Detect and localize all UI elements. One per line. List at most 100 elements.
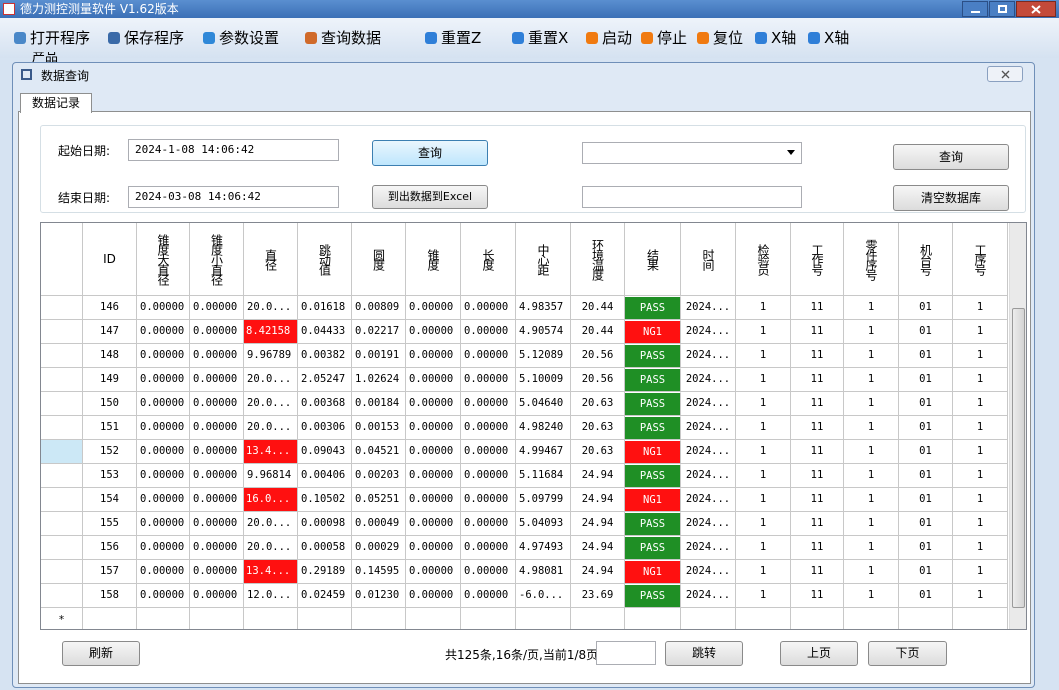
scrollbar[interactable] bbox=[1009, 223, 1026, 629]
table-cell: 0.00000 bbox=[137, 488, 190, 512]
row-header[interactable] bbox=[41, 320, 83, 344]
new-row-cell[interactable] bbox=[953, 608, 1008, 629]
table-cell: 0.29189 bbox=[298, 560, 352, 584]
column-header[interactable]: 直径 bbox=[244, 223, 298, 296]
query-button[interactable]: 查询 bbox=[372, 140, 488, 166]
new-row-cell[interactable] bbox=[899, 608, 953, 629]
column-header[interactable]: 结果 bbox=[625, 223, 681, 296]
table-cell: 0.00000 bbox=[461, 488, 516, 512]
new-row-cell[interactable] bbox=[844, 608, 899, 629]
row-header[interactable] bbox=[41, 488, 83, 512]
prev-button[interactable]: 上页 bbox=[780, 641, 858, 666]
scroll-thumb[interactable] bbox=[1012, 308, 1025, 608]
column-header[interactable]: ID bbox=[83, 223, 137, 296]
new-row-cell[interactable] bbox=[298, 608, 352, 629]
row-header[interactable] bbox=[41, 464, 83, 488]
table-cell: 0.00000 bbox=[190, 344, 244, 368]
table-cell: 11 bbox=[791, 464, 844, 488]
jump-button[interactable]: 跳转 bbox=[665, 641, 743, 666]
new-row-cell[interactable] bbox=[352, 608, 406, 629]
row-header[interactable] bbox=[41, 392, 83, 416]
new-row-cell[interactable] bbox=[190, 608, 244, 629]
refresh-button[interactable]: 刷新 bbox=[62, 641, 140, 666]
toolbar-button[interactable]: 重置Z bbox=[425, 28, 481, 48]
minimize-button[interactable] bbox=[962, 1, 988, 17]
new-row-cell[interactable] bbox=[681, 608, 736, 629]
row-header[interactable] bbox=[41, 536, 83, 560]
new-row-cell[interactable] bbox=[406, 608, 461, 629]
column-header[interactable]: 环境温度 bbox=[571, 223, 625, 296]
row-header[interactable] bbox=[41, 416, 83, 440]
tab[interactable]: 数据记录 bbox=[20, 93, 92, 113]
table-cell: 1 bbox=[736, 320, 791, 344]
query-button-2[interactable]: 查询 bbox=[893, 144, 1009, 170]
row-header[interactable] bbox=[41, 368, 83, 392]
table-cell: 0.00382 bbox=[298, 344, 352, 368]
column-header[interactable]: 机台号 bbox=[899, 223, 953, 296]
combo-box[interactable] bbox=[582, 142, 802, 164]
row-header[interactable] bbox=[41, 296, 83, 320]
column-header[interactable]: 时间 bbox=[681, 223, 736, 296]
page-input[interactable] bbox=[596, 641, 656, 665]
table-cell: 2024... bbox=[681, 584, 736, 608]
table-cell: PASS bbox=[625, 368, 681, 392]
column-header[interactable]: 锥度大直径 bbox=[137, 223, 190, 296]
table-cell: 0.04521 bbox=[352, 440, 406, 464]
toolbar-button[interactable]: 打开程序 bbox=[14, 28, 90, 48]
row-header[interactable] bbox=[41, 560, 83, 584]
table-cell: 01 bbox=[899, 296, 953, 320]
toolbar-button[interactable]: 保存程序 bbox=[108, 28, 184, 48]
new-row-cell[interactable] bbox=[736, 608, 791, 629]
toolbar-button[interactable]: 查询数据 bbox=[305, 28, 381, 48]
row-header[interactable] bbox=[41, 584, 83, 608]
column-header[interactable]: 锥度 bbox=[406, 223, 461, 296]
table-cell: 11 bbox=[791, 584, 844, 608]
toolbar-button[interactable]: 参数设置 bbox=[203, 28, 279, 48]
column-header[interactable]: 圆度 bbox=[352, 223, 406, 296]
column-header[interactable]: 工序号 bbox=[953, 223, 1008, 296]
start-input[interactable]: 2024-1-08 14:06:42 bbox=[128, 139, 339, 161]
row-header[interactable] bbox=[41, 440, 83, 464]
column-header[interactable]: 锥度小直径 bbox=[190, 223, 244, 296]
column-header[interactable]: 跳动值 bbox=[298, 223, 352, 296]
export-button[interactable]: 到出数据到Excel bbox=[372, 185, 488, 209]
toolbar-icon bbox=[641, 32, 653, 44]
column-header[interactable]: 零件序号 bbox=[844, 223, 899, 296]
column-header[interactable]: 长度 bbox=[461, 223, 516, 296]
next-button[interactable]: 下页 bbox=[868, 641, 947, 666]
maximize-button[interactable] bbox=[989, 1, 1015, 17]
row-header[interactable] bbox=[41, 344, 83, 368]
row-header[interactable] bbox=[41, 512, 83, 536]
column-header[interactable]: 检验员 bbox=[736, 223, 791, 296]
toolbar-button[interactable]: 停止 bbox=[641, 28, 687, 48]
table-cell: 0.00000 bbox=[406, 488, 461, 512]
clear-button[interactable]: 清空数据库 bbox=[893, 185, 1009, 211]
column-header-text: 机台号 bbox=[918, 244, 933, 274]
new-row-cell[interactable] bbox=[461, 608, 516, 629]
text-input[interactable] bbox=[582, 186, 802, 208]
toolbar-button[interactable]: 复位 bbox=[697, 28, 743, 48]
new-row-cell[interactable] bbox=[137, 608, 190, 629]
table-cell: 2024... bbox=[681, 536, 736, 560]
new-row-cell[interactable] bbox=[83, 608, 137, 629]
table-cell: 0.00098 bbox=[298, 512, 352, 536]
close-button[interactable] bbox=[1016, 1, 1056, 17]
toolbar-icon bbox=[425, 32, 437, 44]
new-row-cell[interactable] bbox=[516, 608, 571, 629]
toolbar-button[interactable]: 启动 bbox=[586, 28, 632, 48]
column-header[interactable]: 工作号 bbox=[791, 223, 844, 296]
data-grid[interactable]: ID 锥度大直径 锥度小直径 直径 跳动值 圆度 锥度 长度 中心距 环境温度 结果 时间 检验员 工作号… bbox=[40, 222, 1027, 630]
toolbar-button[interactable]: 重置X bbox=[512, 28, 568, 48]
new-row-cell[interactable] bbox=[571, 608, 625, 629]
column-header[interactable]: 中心距 bbox=[516, 223, 571, 296]
table-cell: 16.0... bbox=[244, 488, 298, 512]
toolbar-button[interactable]: X轴 bbox=[808, 28, 849, 48]
toolbar-button[interactable]: X轴 bbox=[755, 28, 796, 48]
new-row-cell[interactable] bbox=[625, 608, 681, 629]
table-cell: 2024... bbox=[681, 296, 736, 320]
table-cell: 0.02217 bbox=[352, 320, 406, 344]
new-row-cell[interactable] bbox=[244, 608, 298, 629]
end-input[interactable]: 2024-03-08 14:06:42 bbox=[128, 186, 339, 208]
dialog-close[interactable] bbox=[987, 66, 1023, 82]
new-row-cell[interactable] bbox=[791, 608, 844, 629]
